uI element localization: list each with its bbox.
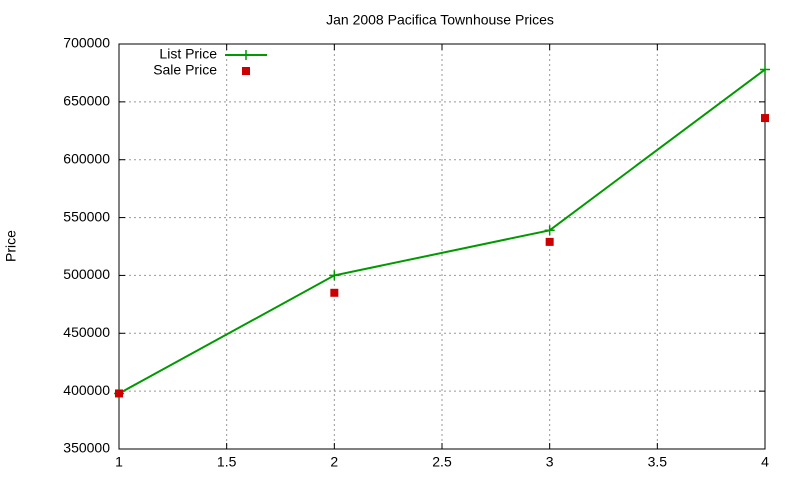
plot-border	[118, 43, 766, 450]
legend-label: List Price	[159, 46, 217, 62]
y-tick-label: 500000	[63, 266, 110, 282]
y-tick-label: 600000	[63, 150, 110, 166]
x-tick-label: 1	[115, 454, 123, 470]
x-tick-label: 3.5	[648, 454, 668, 470]
x-tick-label: 3	[546, 454, 554, 470]
y-tick-label: 400000	[63, 382, 110, 398]
point-marker	[760, 64, 770, 75]
y-tick-label: 550000	[63, 208, 110, 224]
x-tick-label: 2	[330, 454, 338, 470]
point-marker	[241, 50, 251, 60]
series-line	[118, 68, 766, 395]
point-marker	[329, 270, 340, 281]
legend-label: Sale Price	[153, 62, 217, 78]
chart-title: Jan 2008 Pacifica Townhouse Prices	[326, 12, 554, 28]
y-tick-label: 450000	[63, 324, 110, 340]
y-tick-label: 350000	[63, 440, 110, 456]
x-tick-label: 1.5	[217, 454, 237, 470]
point-marker	[115, 389, 123, 398]
y-tick-label: 700000	[63, 35, 110, 51]
point-marker	[330, 288, 339, 297]
point-marker	[242, 67, 250, 75]
point-marker	[761, 114, 769, 123]
x-tick-label: 4	[761, 454, 769, 470]
point-marker	[544, 225, 555, 236]
y-tick-label: 650000	[63, 93, 110, 109]
x-tick-label: 2.5	[432, 454, 452, 470]
point-marker	[545, 237, 554, 246]
y-axis-label: Price	[3, 230, 19, 262]
